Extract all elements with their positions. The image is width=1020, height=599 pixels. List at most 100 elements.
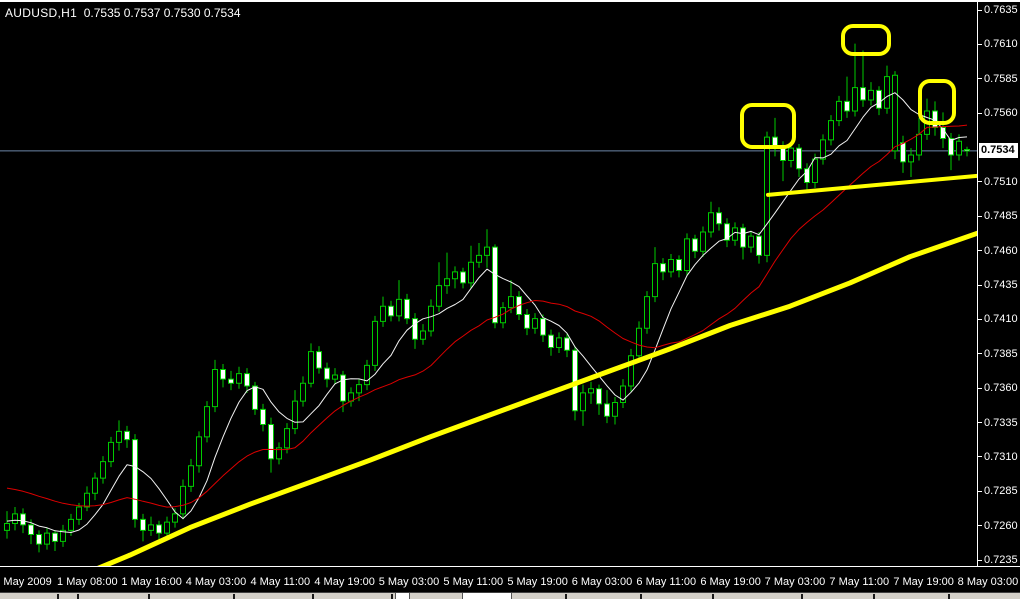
candle-body xyxy=(716,212,722,225)
candle-body xyxy=(20,513,26,526)
candle-body xyxy=(172,513,178,523)
price-axis-label: 0.7410 xyxy=(978,312,1018,326)
candle-body xyxy=(948,138,954,156)
candle-body xyxy=(812,158,818,183)
bottom-strip-tick xyxy=(640,594,642,599)
time-axis-label: 4 May 03:00 xyxy=(185,576,247,588)
ohlc-values: 0.7535 0.7537 0.7530 0.7534 xyxy=(83,6,241,20)
candle-body xyxy=(916,133,922,156)
highlight-box-annotation[interactable] xyxy=(841,24,891,56)
candle-body xyxy=(204,406,210,438)
bottom-strip-tick xyxy=(712,594,714,599)
price-tick xyxy=(978,387,982,389)
candle-body xyxy=(852,87,858,112)
price-tick xyxy=(978,318,982,320)
candle-body xyxy=(964,149,970,152)
price-axis[interactable]: 0.7635 0.7610 0.7585 0.7560 0.7510 0.7485 0.74… xyxy=(978,2,1020,566)
bottom-strip-tick xyxy=(148,594,150,599)
price-axis-line xyxy=(977,2,978,566)
candle-body xyxy=(84,492,90,508)
candle-body xyxy=(444,278,450,287)
candle-body xyxy=(468,261,474,284)
candle-body xyxy=(220,369,226,380)
time-axis-label: 4 May 19:00 xyxy=(314,576,375,588)
time-axis-label: 4 May 11:00 xyxy=(250,576,311,588)
candle-body xyxy=(12,513,18,524)
price-tick xyxy=(978,112,982,114)
candle-body xyxy=(236,373,242,384)
price-axis-label: 0.7435 xyxy=(978,278,1018,292)
candle-body xyxy=(660,263,666,273)
candle-body xyxy=(708,212,714,233)
bottom-strip-tick xyxy=(873,594,875,599)
time-axis-label: 1 May 16:00 xyxy=(121,576,182,588)
background-window-fragment xyxy=(462,593,512,599)
price-tick xyxy=(978,181,982,183)
price-tick xyxy=(978,525,982,527)
bottom-strip-tick xyxy=(391,594,393,599)
time-axis[interactable]: 1 May 2009 1 May 08:001 May 16:004 May 03… xyxy=(0,567,1020,592)
candle-body xyxy=(684,238,690,271)
time-axis-label: 6 May 11:00 xyxy=(636,576,697,588)
candle-body xyxy=(508,296,514,309)
candle-body xyxy=(836,100,842,122)
price-axis-label: 0.7560 xyxy=(978,106,1018,120)
candle-body xyxy=(156,524,162,534)
bottom-strip-tick xyxy=(77,594,79,599)
chart-plot-area[interactable] xyxy=(0,2,977,566)
candle-body xyxy=(132,439,138,520)
candle-body xyxy=(356,384,362,394)
candle-body xyxy=(364,364,370,386)
time-axis-label: 7 May 19:00 xyxy=(893,576,954,588)
candle-body xyxy=(60,529,66,542)
candle-body xyxy=(692,238,698,252)
time-axis-line xyxy=(0,566,1020,567)
candle-body xyxy=(956,140,962,156)
candle-body xyxy=(404,298,410,320)
candle-body xyxy=(868,89,874,101)
candle-body xyxy=(412,318,418,340)
candle-body xyxy=(676,259,682,271)
candle-body xyxy=(4,523,10,531)
candle-body xyxy=(492,246,498,324)
price-tick xyxy=(978,43,982,45)
candle-body xyxy=(148,524,154,531)
candle-body xyxy=(668,259,674,273)
bottom-strip-tick xyxy=(565,594,567,599)
candle-body xyxy=(292,400,298,430)
price-axis-label: 0.7310 xyxy=(978,450,1018,464)
candle-body xyxy=(140,518,146,531)
candle-body xyxy=(700,231,706,252)
candle-body xyxy=(284,428,290,449)
candle-body xyxy=(540,318,546,336)
candle-body xyxy=(884,76,890,109)
candle-body xyxy=(268,424,274,460)
candle-body xyxy=(628,355,634,387)
candle-body xyxy=(756,235,762,256)
price-axis-label: 0.7610 xyxy=(978,37,1018,51)
candle-body xyxy=(44,532,50,545)
candle-body xyxy=(380,305,386,322)
highlight-box-annotation[interactable] xyxy=(740,103,796,149)
candle-body xyxy=(460,271,466,284)
candle-body xyxy=(332,374,338,380)
candlestick-chart[interactable] xyxy=(0,2,977,566)
candle-body xyxy=(436,285,442,307)
price-axis-label: 0.7335 xyxy=(978,416,1018,430)
candle-body xyxy=(748,235,754,248)
highlight-box-annotation[interactable] xyxy=(918,79,956,125)
candle-body xyxy=(180,485,186,515)
trendline-annotation[interactable] xyxy=(766,173,977,197)
time-axis-label: 7 May 11:00 xyxy=(829,576,890,588)
bottom-strip-tick xyxy=(312,594,314,599)
candle-body xyxy=(820,139,826,160)
candle-body xyxy=(116,430,122,443)
slow-ma-red xyxy=(6,124,968,508)
price-axis-label: 0.7460 xyxy=(978,244,1018,258)
bottom-strip-tick xyxy=(948,594,950,599)
time-axis-label: 1 May 08:00 xyxy=(57,576,118,588)
candle-body xyxy=(900,142,906,163)
price-tick xyxy=(978,559,982,561)
price-tick xyxy=(978,9,982,11)
candle-body xyxy=(300,382,306,402)
